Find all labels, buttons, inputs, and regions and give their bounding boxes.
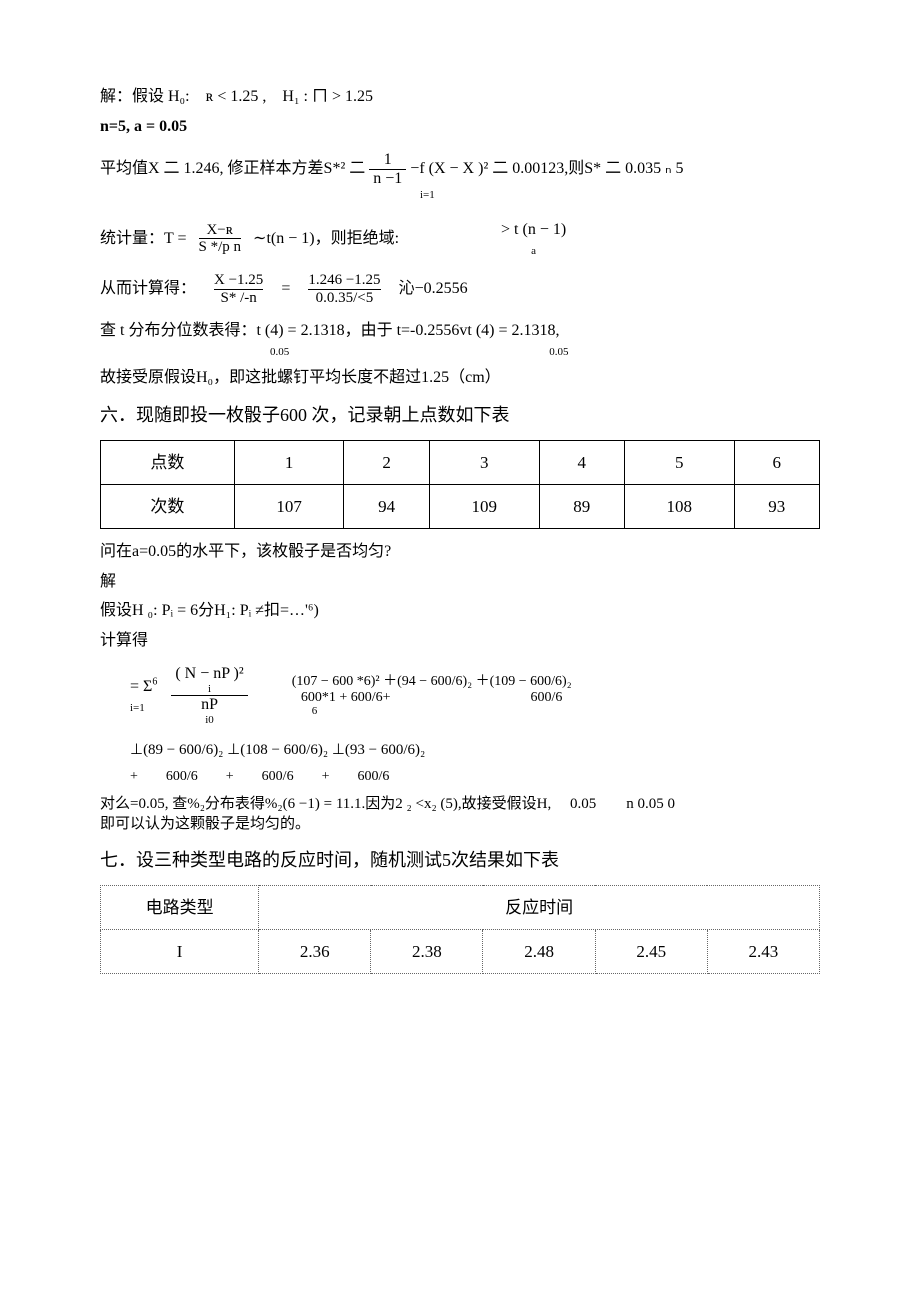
- text: 解: [100, 573, 116, 590]
- numerator: 1: [369, 151, 406, 169]
- cell: 次数: [101, 484, 235, 528]
- bot: S */p n: [199, 238, 242, 256]
- hypothesis-6: 假设H ₀: Pᵢ = 6分H₁: Pᵢ ≠扣=…'⁶): [100, 598, 820, 624]
- frac1: X −1.25 S* /-n: [214, 272, 263, 306]
- cell: 109: [429, 484, 539, 528]
- chi-square-block: = Σ6 i=1 ( N − nP )² i nP i0 (107 − 600 …: [130, 665, 820, 725]
- accept-line: 故接受原假设H₀，即这批螺钉平均长度不超过1.25（cm）: [100, 365, 820, 391]
- calc-block: 从而计算得： X −1.25 S* /-n = 1.246 −1.25 0.0.…: [100, 272, 820, 306]
- reject-region: > t (n − 1) a: [501, 217, 566, 260]
- bot: 600*1 + 600/6+ 600/6: [292, 690, 572, 705]
- cell: 电路类型: [101, 886, 259, 930]
- text: n=5, a = 0.05: [100, 118, 187, 135]
- t-fraction: X−ʀ S */p n: [199, 222, 242, 256]
- chi-expansion: (107 − 600 *6)² ＋(94 − 600/6)₂ ＋(109 − 6…: [292, 674, 572, 717]
- cell: 2.43: [707, 930, 819, 974]
- cell: 6: [734, 440, 819, 484]
- cell: 108: [624, 484, 734, 528]
- top: X−ʀ: [199, 222, 242, 239]
- cell: 2.38: [371, 930, 483, 974]
- n: 1.246 −1.25: [308, 272, 380, 289]
- question-6: 问在a=0.05的水平下，该枚骰子是否均匀?: [100, 539, 820, 565]
- eq: =: [281, 276, 290, 302]
- solution-label: 解: [100, 569, 820, 595]
- chi-line2: ⊥(89 − 600/6)₂ ⊥(108 − 600/6)₂ ⊥(93 − 60…: [130, 738, 820, 762]
- text-pre: 平均值X 二 1.246, 修正样本方差S*² 二: [100, 160, 365, 177]
- cell: 2: [344, 440, 429, 484]
- chi-fraction: ( N − nP )² i nP i0: [171, 665, 247, 725]
- section-6-title: 六．现随即投一枚骰子600 次，记录朝上点数如下表: [100, 401, 820, 430]
- text: 即可以认为这颗骰子是均匀的。: [100, 816, 310, 832]
- frac2: 1.246 −1.25 0.0.35/<5: [308, 272, 380, 306]
- cell: I: [101, 930, 259, 974]
- section-7-title: 七．设三种类型电路的反应时间，随机测试5次结果如下表: [100, 846, 820, 875]
- top: (107 − 600 *6)² ＋(94 − 600/6)₂ ＋(109 − 6…: [292, 674, 572, 689]
- cell: 反应时间: [259, 886, 820, 930]
- sub: i=1: [130, 700, 157, 718]
- tilde: ∼t(n − 1)，则拒绝域:: [253, 226, 399, 252]
- cell: 3: [429, 440, 539, 484]
- cell: 1: [234, 440, 344, 484]
- text: 七．设三种类型电路的反应时间，随机测试5次结果如下表: [100, 850, 559, 870]
- cell: 107: [234, 484, 344, 528]
- cell: 94: [344, 484, 429, 528]
- lookup-line: 查 t 分布分位数表得：t (4) = 2.1318，由于 t=-0.2556v…: [100, 318, 820, 361]
- hypothesis-line: 解：假设 H₀: ʀ < 1.25 , H₁ : ㄇ > 1.25: [100, 84, 820, 110]
- lhs: = Σ: [130, 678, 152, 695]
- text: nP: [201, 696, 218, 713]
- sub: i: [175, 683, 243, 695]
- sub: a: [501, 243, 566, 261]
- under: 6: [312, 705, 572, 717]
- dice-table: 点数 1 2 3 4 5 6 次数 107 94 109 89 108 93: [100, 440, 820, 529]
- result: 沁−0.2556: [399, 276, 468, 302]
- text: 假设H ₀: Pᵢ = 6分H₁: Pᵢ ≠扣=…'⁶): [100, 602, 319, 619]
- table-row: 点数 1 2 3 4 5 6: [101, 440, 820, 484]
- sup: 6: [152, 677, 157, 688]
- params-line: n=5, a = 0.05: [100, 114, 820, 140]
- calc-got: 计算得: [100, 628, 820, 654]
- sub: i0: [175, 714, 243, 726]
- n: X −1.25: [214, 272, 263, 289]
- cell: 2.45: [595, 930, 707, 974]
- cell: 93: [734, 484, 819, 528]
- sub2: 0.05: [549, 344, 568, 362]
- sigma: = Σ6 i=1: [130, 674, 157, 717]
- cell: 89: [539, 484, 624, 528]
- text: 解：假设 H₀: ʀ < 1.25 , H₁ : ㄇ > 1.25: [100, 88, 373, 105]
- sum-index: i=1: [420, 187, 820, 205]
- text: 查 t 分布分位数表得：t (4) = 2.1318，由于 t=-0.2556v…: [100, 322, 560, 339]
- cell: 5: [624, 440, 734, 484]
- text: > t (n − 1): [501, 221, 566, 238]
- numerator: ( N − nP )² i: [171, 665, 247, 695]
- text: + 600/6 + 600/6 + 600/6: [130, 769, 389, 784]
- sub1: 0.05: [270, 344, 289, 362]
- text: 问在a=0.05的水平下，该枚骰子是否均匀?: [100, 543, 391, 560]
- table-row: 次数 107 94 109 89 108 93: [101, 484, 820, 528]
- chi-line3: + 600/6 + 600/6 + 600/6: [130, 766, 820, 788]
- text: ( N − nP )²: [175, 665, 243, 682]
- cell: 2.36: [259, 930, 371, 974]
- mean-variance-line: 平均值X 二 1.246, 修正样本方差S*² 二 1 n −1 −f (X −…: [100, 151, 820, 205]
- circuit-table: 电路类型 反应时间 I 2.36 2.38 2.48 2.45 2.43: [100, 885, 820, 974]
- cell: 点数: [101, 440, 235, 484]
- label: 从而计算得：: [100, 276, 196, 302]
- text-mid: −f (X − X )² 二 0.00123,则S* 二 0.035 ₙ 5: [410, 160, 683, 177]
- d: 0.0.35/<5: [308, 289, 380, 307]
- text: ⊥(89 − 600/6)₂ ⊥(108 − 600/6)₂ ⊥(93 − 60…: [130, 742, 425, 758]
- text: 计算得: [100, 632, 148, 649]
- denominator: nP i0: [171, 695, 247, 726]
- table-row: I 2.36 2.38 2.48 2.45 2.43: [101, 930, 820, 974]
- text: 六．现随即投一枚骰子600 次，记录朝上点数如下表: [100, 405, 510, 425]
- cell: 4: [539, 440, 624, 484]
- statistic-block: 统计量：T = X−ʀ S */p n ∼t(n − 1)，则拒绝域: > t …: [100, 217, 820, 260]
- fraction: 1 n −1: [369, 151, 406, 187]
- table-row: 电路类型 反应时间: [101, 886, 820, 930]
- label: 统计量：T =: [100, 226, 187, 252]
- denominator: n −1: [369, 169, 406, 188]
- text: 故接受原假设H₀，即这批螺钉平均长度不超过1.25（cm）: [100, 369, 501, 386]
- text: 对么=0.05, 查%₂分布表得%₂(6 −1) = 11.1.因为2 ₂ <x…: [100, 796, 675, 812]
- cell: 2.48: [483, 930, 595, 974]
- d: S* /-n: [214, 289, 263, 307]
